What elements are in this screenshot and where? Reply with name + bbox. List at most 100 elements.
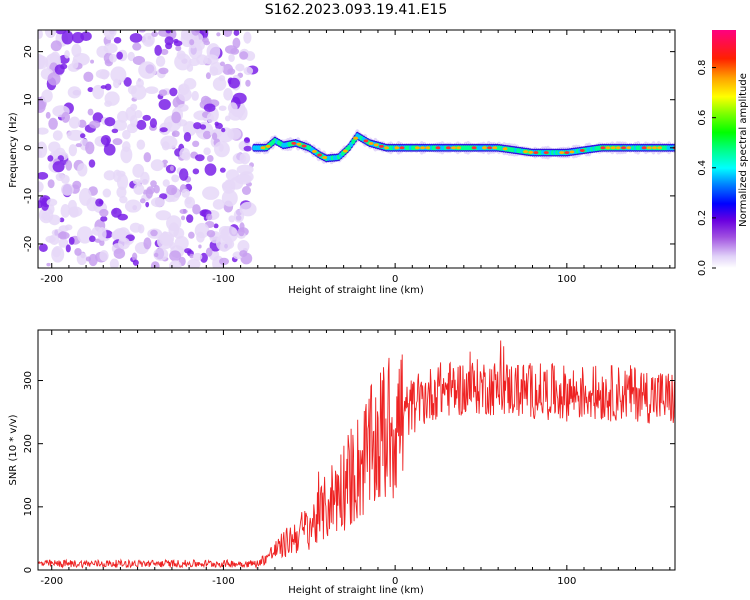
snr-ylabel: SNR (10 * v/v): [8, 414, 19, 485]
track-peak: [317, 154, 322, 157]
noise-blob: [61, 183, 74, 195]
track-peak: [394, 146, 399, 149]
noise-blob: [150, 118, 157, 128]
noise-blob: [146, 188, 153, 198]
noise-blob: [150, 230, 158, 236]
noise-blob: [195, 223, 210, 238]
noise-blob: [207, 155, 214, 162]
noise-blob: [69, 117, 80, 129]
snr-frame: [38, 330, 675, 570]
noise-blob: [154, 185, 160, 193]
track-peak: [487, 146, 492, 149]
noise-blob: [79, 188, 92, 206]
noise-blob: [220, 167, 226, 172]
noise-blob: [235, 64, 244, 72]
track-peak: [600, 146, 605, 149]
noise-blob: [195, 154, 205, 161]
y-tick-label: 10: [23, 93, 34, 106]
noise-blob: [72, 181, 81, 189]
colorbar-tick-label: 0.6: [697, 110, 708, 126]
noise-blob: [205, 163, 217, 175]
colorbar-tick-label: 0.2: [697, 210, 708, 226]
noise-blob: [49, 215, 61, 226]
figure-title: S162.2023.093.19.41.E15: [265, 2, 448, 18]
noise-blob: [230, 48, 239, 55]
noise-blob: [142, 115, 151, 121]
noise-blob: [169, 260, 182, 271]
noise-blob: [219, 242, 229, 252]
track-peak: [415, 146, 420, 149]
noise-blob: [64, 50, 70, 58]
noise-blob: [89, 159, 96, 167]
noise-blob: [90, 60, 94, 64]
noise-blob: [214, 141, 230, 157]
noise-blob: [202, 37, 209, 42]
y-tick-label: 200: [23, 434, 34, 453]
noise-blob: [184, 132, 191, 142]
noise-blob: [240, 152, 251, 164]
track-peak: [266, 145, 271, 148]
noise-blob: [130, 223, 142, 233]
noise-blob: [140, 198, 146, 203]
track-peak: [302, 144, 307, 147]
noise-blob: [151, 159, 164, 171]
noise-blob: [103, 189, 112, 198]
noise-blob: [156, 56, 165, 67]
track-peak: [343, 150, 348, 153]
track-peak: [652, 146, 657, 149]
noise-blob: [203, 131, 211, 139]
noise-blob: [169, 88, 177, 97]
noise-blob: [220, 62, 225, 67]
noise-blob: [68, 86, 82, 98]
y-tick-label: 20: [23, 45, 34, 58]
noise-blob: [140, 172, 150, 185]
noise-blob: [239, 202, 256, 217]
noise-blob: [170, 166, 174, 171]
noise-blob: [46, 263, 50, 266]
noise-blob: [144, 152, 152, 162]
noise-blob: [138, 61, 156, 79]
track-peak: [616, 146, 621, 149]
noise-blob: [69, 237, 75, 245]
colorbar-label: Normalized spectral amplitude: [738, 73, 749, 227]
noise-blob: [51, 246, 64, 263]
track-peak: [456, 146, 461, 149]
track-peak: [353, 137, 358, 140]
track-peak: [379, 145, 384, 148]
noise-blob: [244, 137, 250, 143]
noise-blob: [234, 30, 240, 36]
track-peak: [291, 142, 296, 145]
noise-blob: [137, 140, 146, 150]
track-peak: [606, 146, 611, 149]
noise-blob: [96, 69, 110, 79]
noise-blob: [37, 172, 48, 180]
noise-blob: [104, 117, 115, 126]
track-peak: [472, 146, 477, 149]
track-peak: [363, 139, 368, 142]
noise-blob: [216, 32, 220, 36]
y-tick-label: 0: [23, 145, 34, 151]
noise-blob: [114, 37, 122, 43]
x-tick-label: -100: [212, 576, 235, 587]
track-peak: [322, 156, 327, 159]
noise-blob: [95, 199, 103, 207]
noise-blob: [55, 64, 65, 74]
noise-blob: [218, 75, 225, 81]
noise-blob: [230, 177, 244, 190]
noise-blob: [192, 141, 199, 147]
noise-blob: [145, 86, 158, 94]
noise-blob: [109, 54, 117, 63]
x-tick-label: -200: [40, 274, 63, 285]
y-tick-label: 0: [23, 567, 34, 573]
noise-blob: [74, 248, 81, 256]
noise-blob: [122, 130, 131, 140]
spectrogram-xlabel: Height of straight line (km): [288, 285, 424, 296]
track-peak: [384, 146, 389, 149]
noise-blob: [112, 129, 119, 134]
noise-blob: [85, 142, 94, 155]
noise-blob: [53, 130, 63, 140]
noise-blob: [104, 43, 118, 53]
track-peak: [446, 146, 451, 149]
noise-blob: [116, 52, 123, 60]
noise-blob: [88, 109, 94, 116]
